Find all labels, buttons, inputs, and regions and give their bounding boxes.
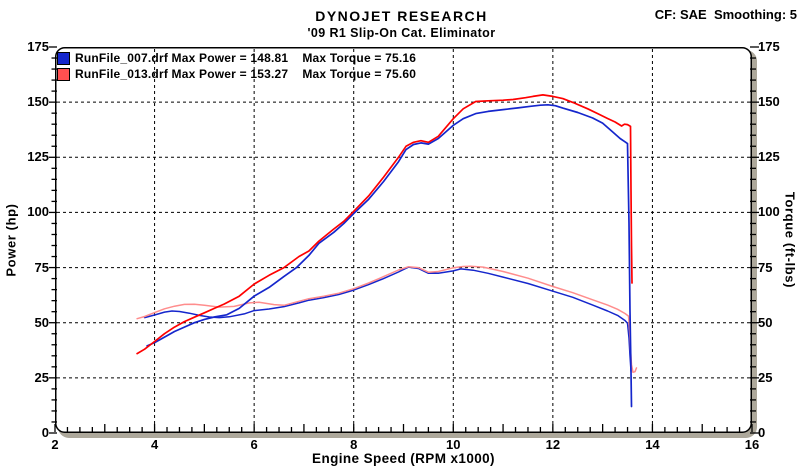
tick-label: 125: [27, 149, 49, 165]
tick-label: 0: [758, 425, 766, 440]
legend-swatch-red: [57, 67, 70, 81]
tick-label: 4: [150, 437, 159, 452]
tick-label: 8: [350, 437, 358, 452]
x-axis-title: Engine Speed (RPM x1000): [312, 451, 495, 466]
tick-label: 150: [27, 94, 49, 110]
tick-label: 100: [758, 204, 780, 220]
chart-legend: RunFile_007.drf Max Power = 148.81 Max T…: [57, 50, 416, 82]
chart-subtitle: '09 R1 Slip-On Cat. Eliminator: [307, 26, 496, 40]
tick-label: 16: [744, 437, 760, 452]
tick-label: 75: [34, 259, 49, 275]
tick-label: 50: [758, 314, 773, 330]
tick-label: 25: [34, 369, 49, 385]
tick-label: 25: [758, 369, 773, 385]
tick-label: 175: [27, 39, 49, 54]
plot-area: [49, 46, 759, 438]
tick-label: 50: [34, 314, 49, 330]
legend-label: RunFile_007.drf Max Power = 148.81 Max T…: [75, 51, 417, 65]
tick-label: 6: [250, 437, 258, 452]
tick-label: 175: [758, 39, 780, 54]
tick-label: 12: [545, 437, 561, 452]
page-title: DYNOJET RESEARCH: [315, 8, 488, 24]
legend-row-runfile-007: RunFile_007.drf Max Power = 148.81 Max T…: [57, 50, 416, 66]
chart-canvas: [49, 46, 759, 438]
tick-label: 75: [758, 259, 773, 275]
tick-label: 14: [645, 437, 660, 452]
tick-label: 125: [758, 149, 780, 165]
tick-label: 2: [51, 437, 59, 452]
tick-label: 100: [27, 204, 49, 220]
legend-swatch-blue: [57, 51, 70, 65]
tick-label: 10: [446, 437, 461, 452]
legend-row-runfile-013: RunFile_013.drf Max Power = 153.27 Max T…: [57, 66, 416, 82]
legend-label: RunFile_013.drf Max Power = 153.27 Max T…: [75, 67, 417, 81]
tick-label: 150: [758, 94, 780, 110]
correction-smoothing-note: CF: SAE Smoothing: 5: [654, 7, 797, 22]
tick-label: 0: [41, 425, 49, 440]
